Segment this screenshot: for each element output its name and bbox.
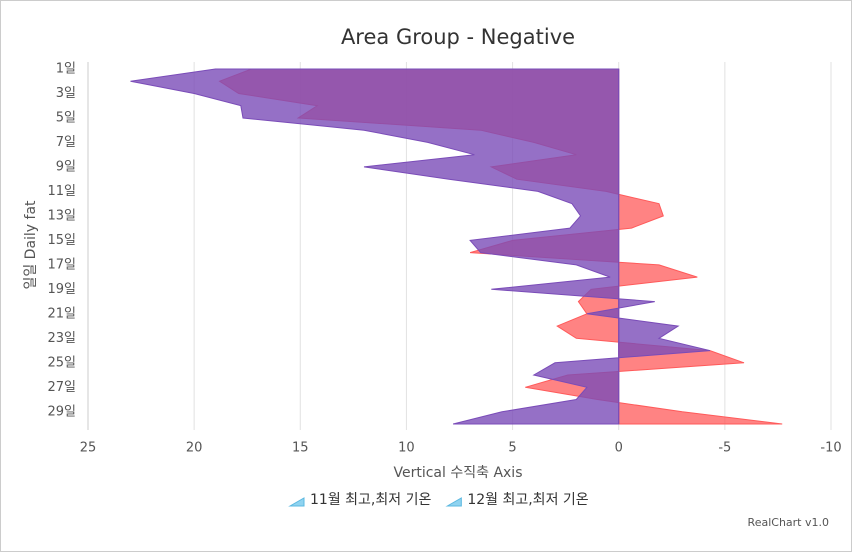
x-tick-label: 10 xyxy=(398,441,415,456)
y-tick-label: 1일 xyxy=(56,62,76,77)
x-tick-label: -5 xyxy=(718,441,731,456)
y-tick-label: 23일 xyxy=(47,331,76,346)
legend-marker xyxy=(445,497,462,507)
y-tick-label: 7일 xyxy=(56,135,76,150)
x-axis-title: Vertical 수직축 Axis xyxy=(394,465,523,481)
y-tick-label: 5일 xyxy=(56,110,76,125)
y-tick-label: 27일 xyxy=(47,380,76,395)
chart-title: Area Group - Negative xyxy=(341,25,575,49)
x-tick-label: 15 xyxy=(292,441,309,456)
legend-marker xyxy=(288,497,305,507)
x-tick-label: -10 xyxy=(820,441,841,456)
y-axis-title: 일일 Daily fat xyxy=(23,200,39,290)
y-tick-label: 9일 xyxy=(56,159,76,174)
x-tick-label: 25 xyxy=(80,441,97,456)
y-tick-label: 21일 xyxy=(47,306,76,321)
y-tick-label: 29일 xyxy=(47,404,76,419)
y-tick-label: 17일 xyxy=(47,257,76,272)
y-tick-label: 13일 xyxy=(47,208,76,223)
area xyxy=(130,68,711,425)
credit: RealChart v1.0 xyxy=(748,516,829,529)
y-tick-label: 3일 xyxy=(56,86,76,101)
y-tick-label: 11일 xyxy=(47,184,76,199)
x-tick-label: 20 xyxy=(186,441,203,456)
x-tick-label: 5 xyxy=(508,441,516,456)
x-tick-label: 0 xyxy=(615,441,623,456)
y-tick-label: 25일 xyxy=(47,355,76,370)
y-tick-label: 15일 xyxy=(47,233,76,248)
legend-label: 11월 최고,최저 기온 xyxy=(310,492,431,508)
legend-label: 12월 최고,최저 기온 xyxy=(467,492,588,508)
y-tick-label: 19일 xyxy=(47,282,76,297)
